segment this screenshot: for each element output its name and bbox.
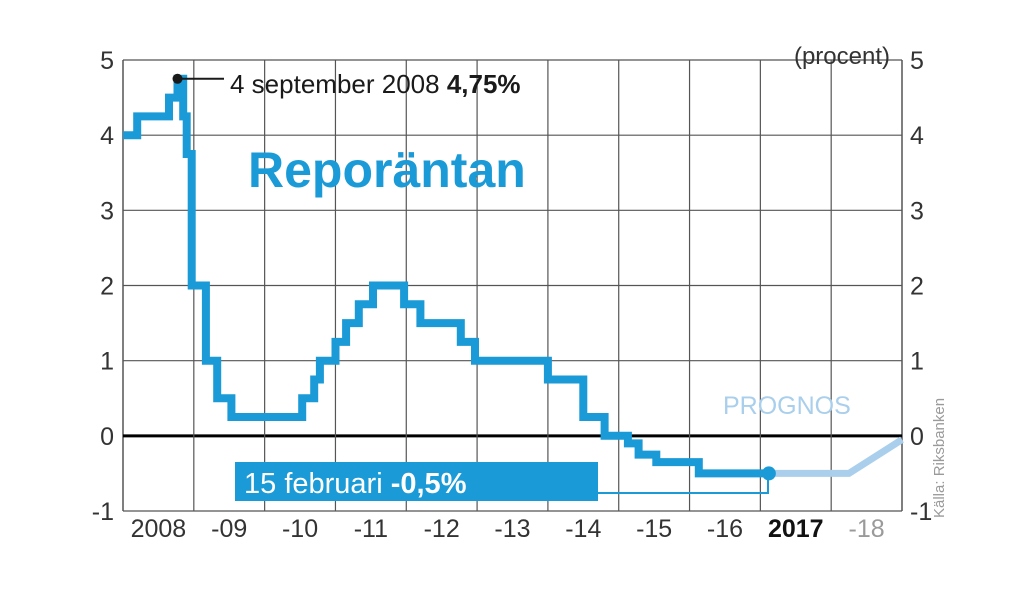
x-tick-label: -09 [211, 515, 247, 543]
peak-date: 4 september 2008 [230, 69, 440, 99]
y-tick-label-right: -1 [910, 498, 932, 526]
repo-rate-line [123, 74, 769, 478]
current-label: 15 februari -0,5% [244, 468, 467, 500]
y-tick-label-right: 5 [910, 47, 924, 75]
x-tick-label: -16 [707, 515, 743, 543]
y-tick-label-left: 4 [100, 122, 114, 150]
y-tick-label-left: 5 [100, 47, 114, 75]
y-tick-label-left: 0 [100, 423, 114, 451]
x-tick-label: -10 [282, 515, 318, 543]
forecast-line [768, 436, 904, 477]
unit-label: (procent) [794, 43, 890, 70]
y-tick-label-left: 2 [100, 273, 114, 301]
x-tick-label: -15 [636, 515, 672, 543]
forecast-label: PROGNOS [723, 392, 851, 420]
annotation-peak: 4 september 2008 4,75% [172, 69, 521, 99]
x-tick-label: 2008 [131, 515, 187, 543]
y-tick-label-left: 1 [100, 348, 114, 376]
annotation-current: 15 februari -0,5% [235, 462, 776, 501]
current-date: 15 februari [244, 468, 383, 500]
current-marker [761, 466, 776, 481]
y-tick-label-left: 3 [100, 197, 114, 225]
grid [122, 59, 903, 512]
peak-label: 4 september 2008 4,75% [230, 69, 521, 99]
x-tick-label: -18 [849, 515, 885, 543]
chart-title: Reporäntan [248, 142, 526, 198]
x-tick-label: -14 [565, 515, 601, 543]
source-label: Källa: Riksbanken [931, 398, 948, 518]
y-tick-label-right: 2 [910, 273, 924, 301]
x-tick-label: -13 [494, 515, 530, 543]
peak-value: 4,75% [447, 69, 521, 99]
current-label-box [235, 462, 598, 501]
y-tick-label-right: 1 [910, 348, 924, 376]
y-tick-label-left: -1 [92, 498, 114, 526]
x-tick-label: -11 [354, 515, 388, 543]
peak-marker [172, 73, 183, 84]
x-tick-label: 2017 [768, 515, 824, 543]
x-tick-label: -12 [424, 515, 460, 543]
y-tick-label-right: 3 [910, 197, 924, 225]
series [123, 74, 904, 478]
y-tick-label-right: 4 [910, 122, 924, 150]
y-tick-label-right: 0 [910, 423, 924, 451]
current-value: -0,5% [391, 468, 467, 500]
